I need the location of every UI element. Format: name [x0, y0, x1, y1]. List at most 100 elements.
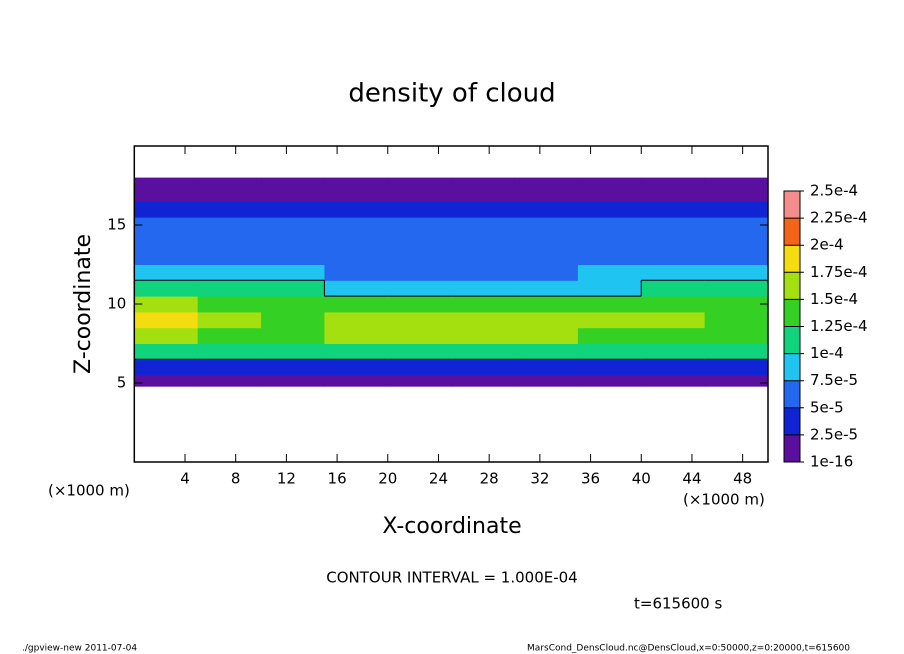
cell	[451, 190, 516, 202]
cell	[387, 190, 452, 202]
cell	[451, 375, 516, 387]
cell	[641, 248, 706, 265]
cell	[324, 296, 389, 313]
cell	[324, 264, 389, 281]
cell	[387, 248, 452, 265]
cell	[641, 177, 706, 191]
cell	[261, 327, 325, 344]
cell	[704, 248, 769, 265]
cell	[197, 280, 262, 297]
x-tick-label: 8	[231, 470, 241, 488]
cell	[451, 177, 516, 191]
cell	[197, 201, 262, 218]
cell	[577, 359, 642, 376]
colorbar-label: 5e-5	[810, 398, 844, 416]
cell	[134, 248, 199, 265]
cell	[324, 177, 389, 191]
colorbar-label: 2.5e-4	[810, 182, 858, 200]
cell	[197, 296, 262, 313]
cell	[197, 311, 262, 329]
cell	[134, 232, 199, 250]
cell	[197, 248, 262, 265]
x-tick-label: 36	[581, 470, 600, 488]
cell	[704, 264, 769, 281]
cell	[704, 296, 769, 313]
cell	[514, 327, 579, 344]
cell	[641, 280, 706, 297]
cell	[134, 201, 199, 218]
cell	[324, 343, 389, 360]
cell	[134, 177, 199, 191]
cell	[324, 311, 389, 329]
cell	[324, 232, 389, 250]
cell	[577, 375, 642, 387]
cell	[577, 280, 642, 297]
cell	[261, 264, 325, 281]
cell	[197, 232, 262, 250]
x-tick-label: 28	[480, 470, 499, 488]
cell	[577, 296, 642, 313]
cell	[514, 177, 579, 191]
cell	[514, 311, 579, 329]
cell	[704, 327, 769, 344]
colorbar-band	[784, 191, 800, 219]
cell	[387, 327, 452, 344]
x-tick-label: 44	[682, 470, 701, 488]
cell	[577, 232, 642, 250]
cell	[261, 280, 325, 297]
time-label: t=615600 s	[634, 595, 722, 613]
cell	[261, 177, 325, 191]
colorbar-band	[784, 272, 800, 300]
cell	[261, 311, 325, 329]
footer-left: ./gpview-new 2011-07-04	[22, 644, 137, 654]
cell	[577, 343, 642, 360]
x-axis-label: X-coordinate	[382, 514, 521, 539]
cell	[641, 264, 706, 281]
cell	[134, 359, 199, 376]
colorbar-band	[784, 434, 800, 462]
colorbar-label: 2.5e-5	[810, 425, 858, 443]
cell	[704, 232, 769, 250]
colorbar-band	[784, 326, 800, 354]
cell	[641, 311, 706, 329]
cell	[134, 343, 199, 360]
cell	[704, 201, 769, 218]
cell	[514, 280, 579, 297]
cell	[261, 232, 325, 250]
cell	[704, 190, 769, 202]
y-tick-label: 15	[107, 216, 126, 234]
cell	[704, 359, 769, 376]
cell	[387, 343, 452, 360]
cell	[641, 190, 706, 202]
colorbar-label: 1e-4	[810, 344, 844, 362]
x-tick-label: 20	[378, 470, 397, 488]
cell	[641, 296, 706, 313]
colorbar-label: 1e-16	[810, 453, 853, 471]
cell	[197, 217, 262, 234]
cell	[261, 201, 325, 218]
x-tick-label: 32	[530, 470, 549, 488]
cell	[387, 359, 452, 376]
cell	[134, 217, 199, 234]
colorbar-label: 2e-4	[810, 236, 844, 254]
cell	[451, 248, 516, 265]
cell	[641, 217, 706, 234]
cell	[577, 327, 642, 344]
cell	[514, 232, 579, 250]
cell	[514, 359, 579, 376]
cell	[704, 311, 769, 329]
colorbar-band	[784, 380, 800, 408]
cell	[324, 201, 389, 218]
cell	[261, 359, 325, 376]
cell	[641, 359, 706, 376]
cell	[577, 311, 642, 329]
cell	[387, 311, 452, 329]
cell	[261, 217, 325, 234]
cell	[577, 264, 642, 281]
cell	[451, 296, 516, 313]
cell	[197, 177, 262, 191]
cell	[387, 280, 452, 297]
y-unit-label: (×1000 m)	[48, 482, 130, 500]
cell	[324, 190, 389, 202]
